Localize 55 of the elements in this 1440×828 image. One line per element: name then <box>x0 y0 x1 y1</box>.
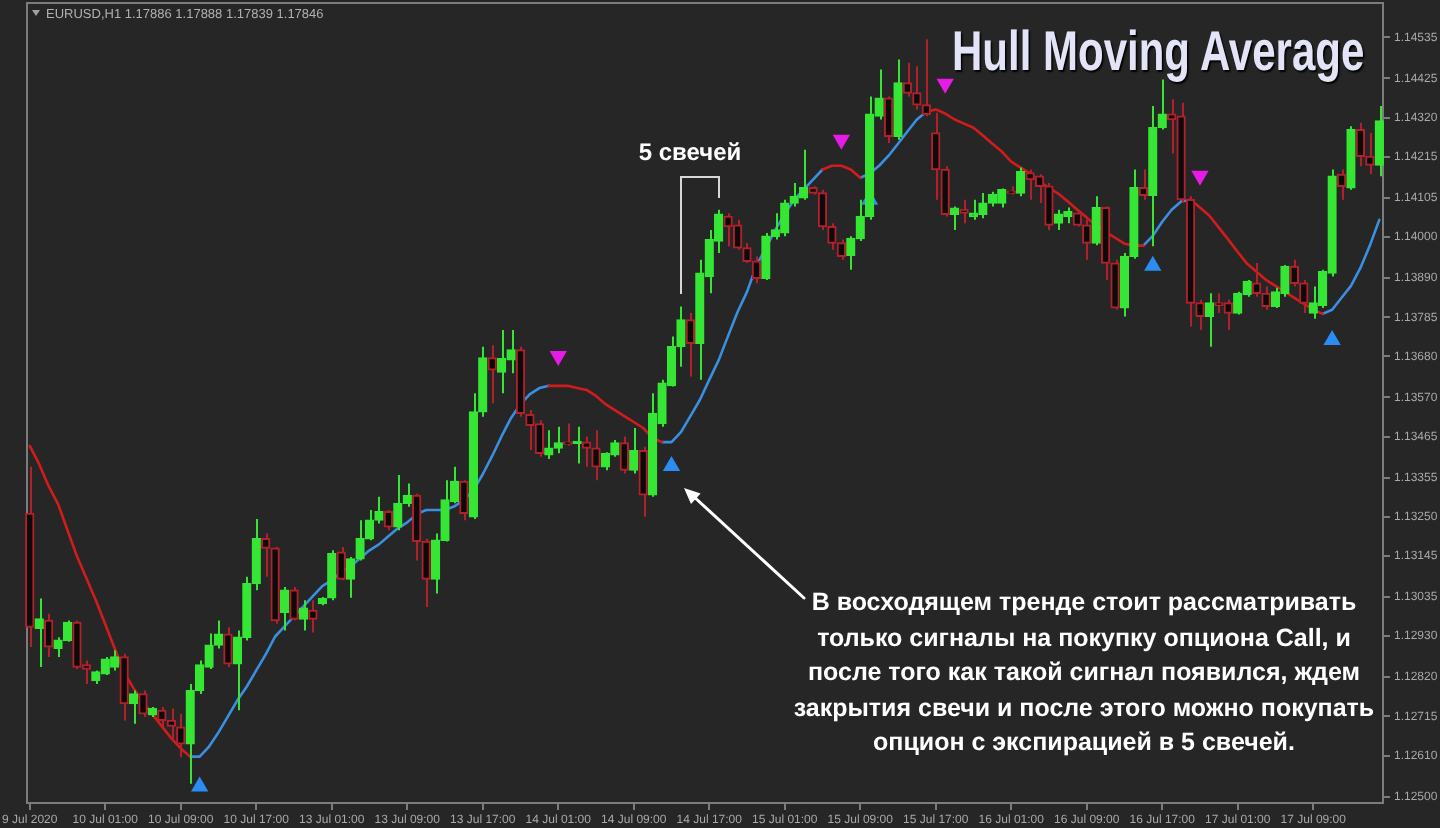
candlestick <box>345 556 356 599</box>
candlestick <box>544 429 554 460</box>
candlestick <box>912 65 922 111</box>
candlestick <box>308 599 318 634</box>
candlestick <box>1204 292 1215 348</box>
candlestick <box>327 549 337 602</box>
candlestick <box>563 422 573 447</box>
candlestick <box>629 426 639 475</box>
candlestick <box>176 712 186 759</box>
annotation: 5 свечей <box>638 138 742 166</box>
candlestick <box>298 599 309 632</box>
candlestick <box>383 509 394 532</box>
candlestick <box>553 425 563 455</box>
candlestick <box>1336 168 1347 201</box>
candlestick <box>393 473 403 532</box>
candlestick <box>496 328 507 395</box>
candlestick <box>1138 168 1149 201</box>
candlestick <box>619 435 629 475</box>
candlestick <box>685 312 696 378</box>
point <box>549 351 567 366</box>
candlestick <box>138 689 148 719</box>
annotation: В восходящем тренде стоит рассматривать только сигналы на покупку опциона Call, и после того как такой сигнал появился, ждем закрытия свечи и после этого можно покупать опцион с экспирацией в 5 свечей. <box>791 586 1377 760</box>
candlestick <box>459 479 469 522</box>
candlestick <box>1053 208 1064 231</box>
candlestick <box>289 585 299 622</box>
candlestick <box>902 61 913 98</box>
candlestick <box>761 231 771 281</box>
candlestick <box>798 148 809 201</box>
chart-title: Hull Moving Average <box>952 20 1365 82</box>
candlestick <box>43 612 54 659</box>
candlestick <box>751 255 762 285</box>
candlestick <box>1223 298 1233 331</box>
candlestick <box>1214 292 1224 315</box>
candlestick <box>128 689 139 725</box>
candlestick <box>279 585 290 632</box>
candlestick <box>1016 166 1026 198</box>
point <box>662 456 681 472</box>
point <box>190 776 209 792</box>
candlestick <box>157 706 167 729</box>
candlestick <box>1091 195 1101 247</box>
point <box>1191 170 1209 186</box>
point <box>936 78 954 94</box>
candlestick <box>638 445 648 518</box>
candlestick <box>591 429 601 482</box>
candlestick <box>883 95 894 144</box>
candlestick <box>223 626 233 669</box>
candlestick <box>119 652 129 722</box>
candlestick <box>1355 121 1366 168</box>
candlestick <box>487 344 497 405</box>
candlestick <box>921 38 931 118</box>
candlestick <box>1195 298 1205 331</box>
candlestick <box>34 597 44 669</box>
candlestick <box>336 545 346 582</box>
point <box>832 134 851 150</box>
candlestick <box>1082 218 1092 261</box>
